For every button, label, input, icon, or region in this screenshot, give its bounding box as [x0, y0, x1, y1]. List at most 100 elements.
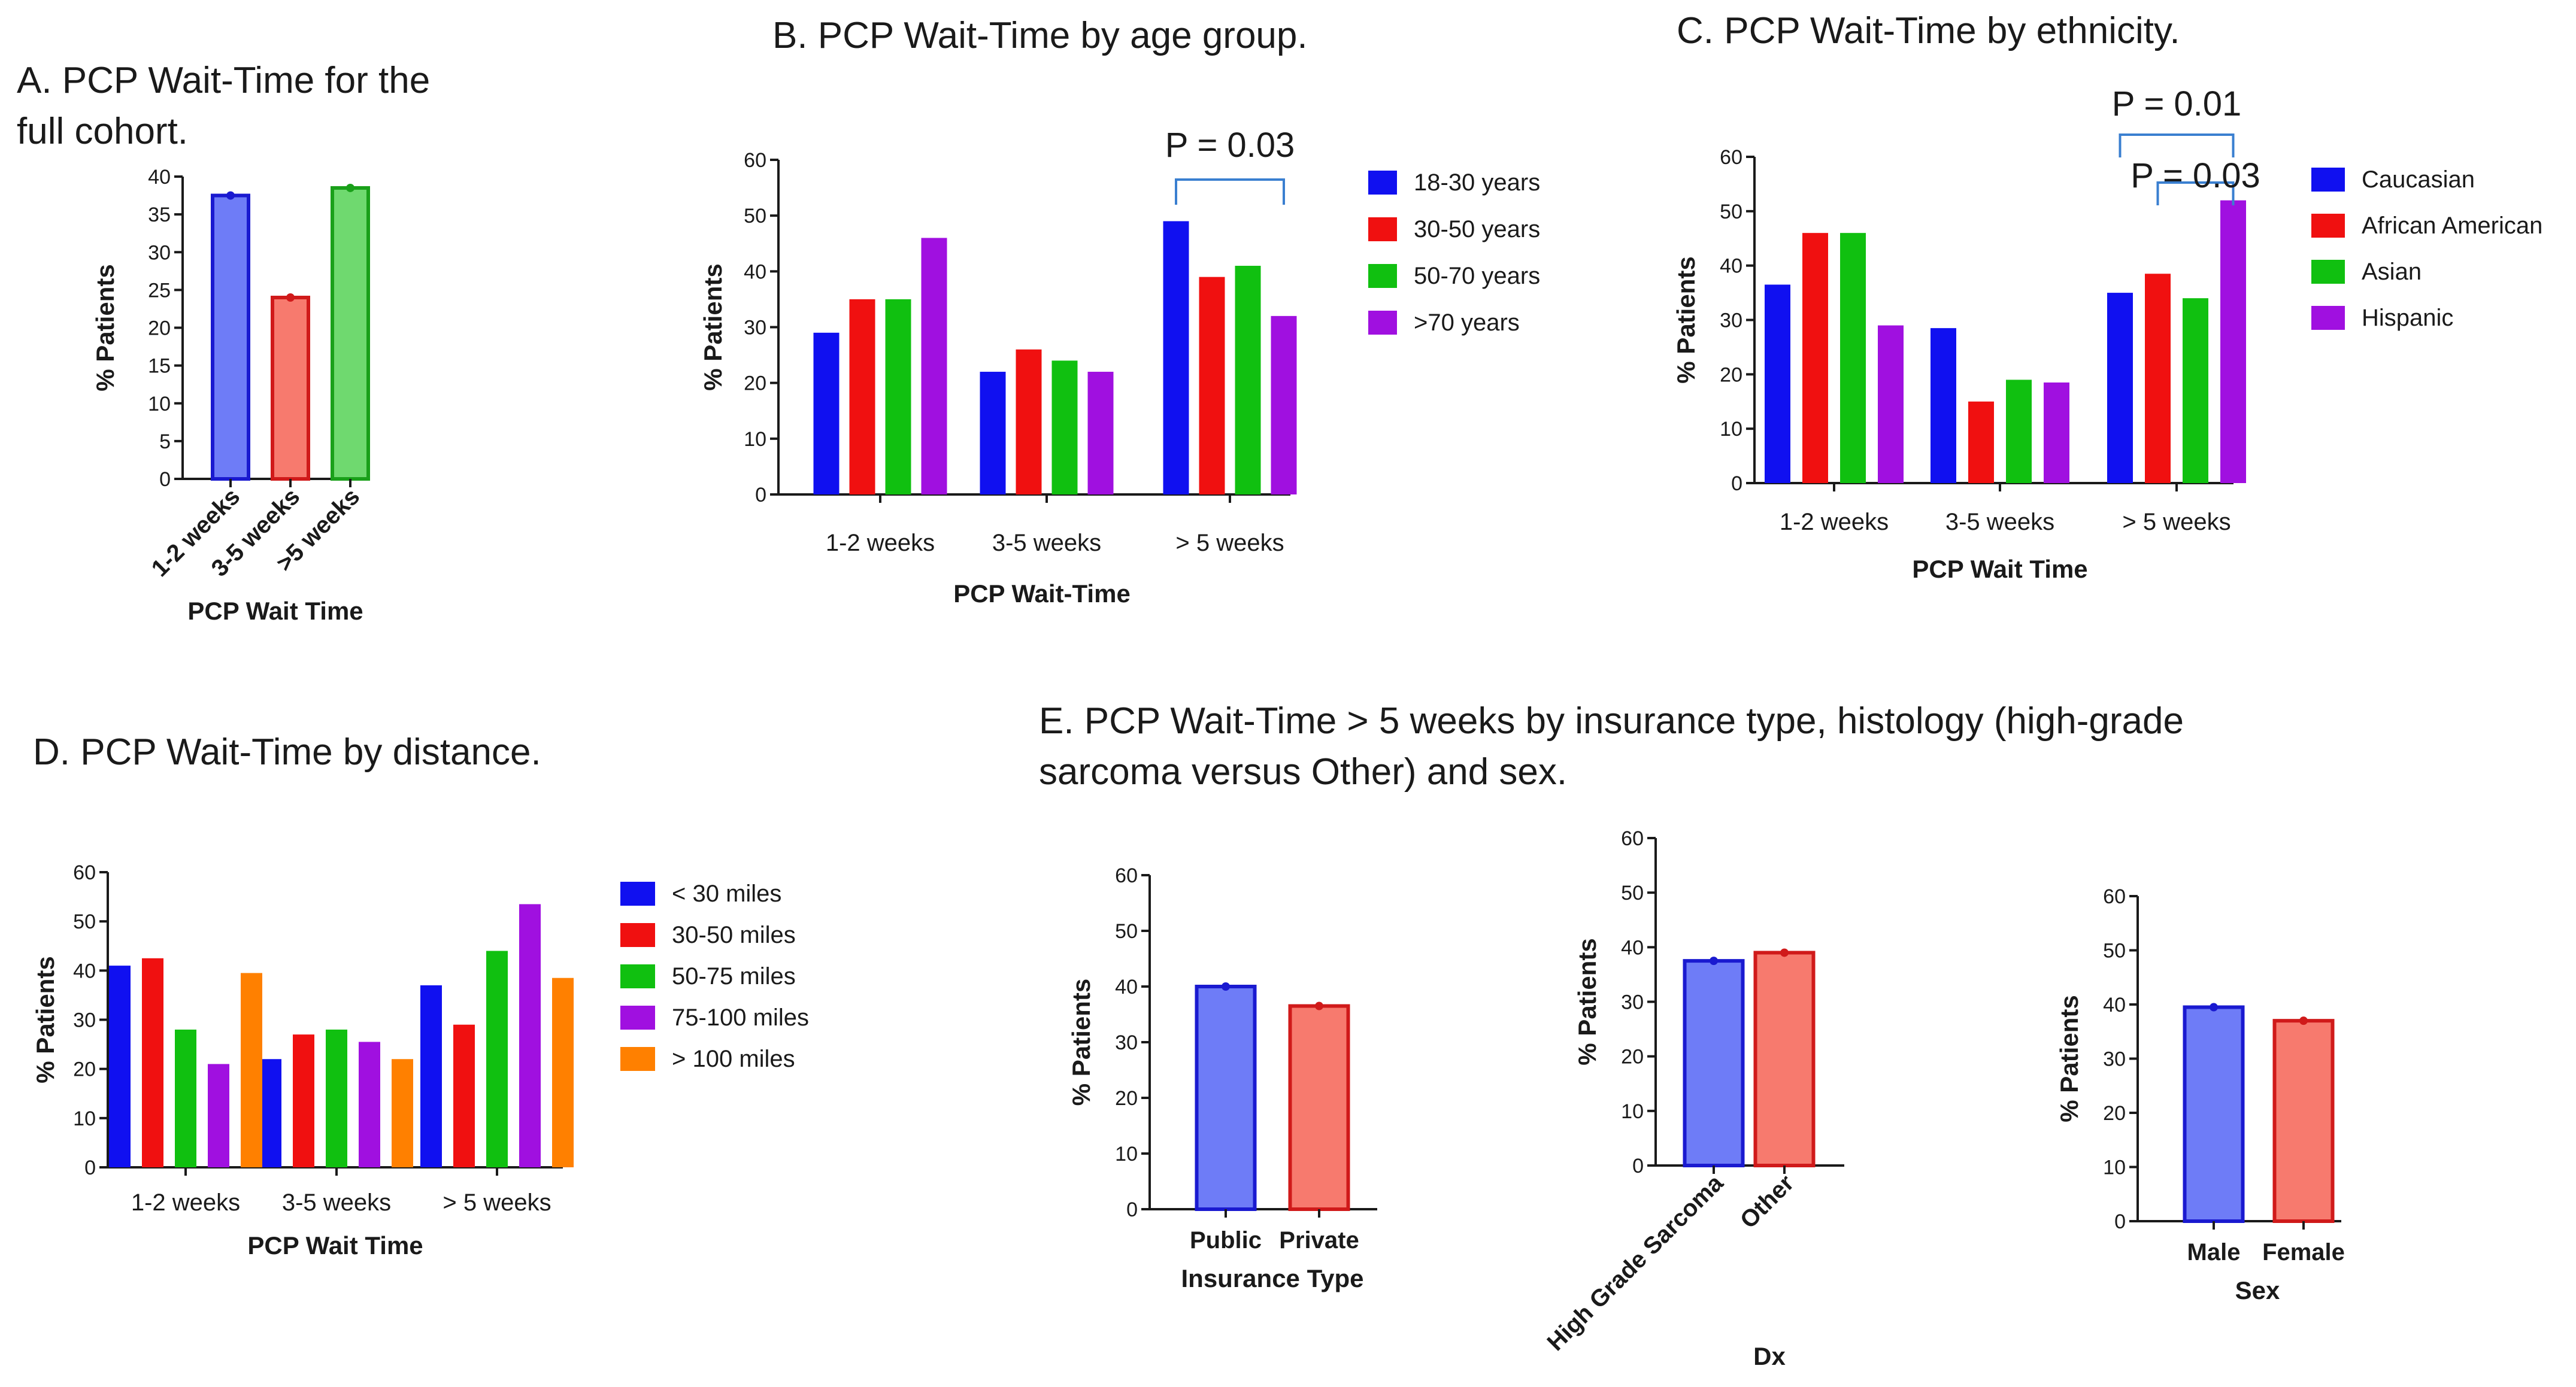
x-axis-label: Dx	[1753, 1342, 1786, 1370]
y-tick-label: 60	[1621, 827, 1644, 850]
legend-swatch	[1368, 217, 1397, 241]
y-tick-label: 50	[1621, 882, 1644, 905]
bar	[175, 1029, 196, 1167]
bar	[211, 193, 250, 481]
bar-mean-marker	[1710, 957, 1718, 966]
legend-label: > 100 miles	[672, 1046, 795, 1072]
bar	[2272, 1019, 2335, 1224]
x-tick-label: Female	[2262, 1239, 2345, 1265]
bar	[1195, 985, 1257, 1211]
x-axis-label: PCP Wait Time	[247, 1231, 423, 1259]
legend-swatch	[2311, 260, 2345, 284]
y-tick-label: 0	[1632, 1155, 1644, 1177]
bar	[359, 1042, 380, 1167]
y-tick-label: 60	[744, 149, 766, 172]
legend-swatch	[2311, 214, 2345, 238]
y-tick-label: 0	[1126, 1198, 1138, 1221]
y-tick-label: 0	[159, 468, 171, 491]
bar	[1753, 951, 1816, 1167]
bar	[1235, 266, 1261, 494]
bar	[260, 1059, 281, 1167]
legend-swatch	[620, 1006, 655, 1030]
bar	[486, 951, 508, 1167]
p-value-label: P = 0.03	[1165, 126, 1295, 165]
y-tick-label: 10	[2103, 1157, 2126, 1179]
p-value-label: P = 0.01	[2112, 84, 2242, 123]
x-tick-label: > 5 weeks	[1175, 530, 1284, 556]
x-tick-label: 3-5 weeks	[282, 1189, 391, 1216]
legend-label: Hispanic	[2362, 305, 2453, 331]
x-tick-label: > 5 weeks	[443, 1189, 551, 1216]
y-tick-label: 0	[755, 484, 766, 506]
x-axis-label: PCP Wait Time	[187, 597, 363, 625]
bar	[1288, 1004, 1350, 1212]
bar	[980, 372, 1006, 494]
y-tick-label: 5	[159, 430, 171, 453]
panel-b-title: B. PCP Wait-Time by age group.	[772, 15, 1308, 56]
bar	[109, 966, 131, 1167]
legend-label: Caucasian	[2362, 166, 2475, 193]
chart-e1: 0 10 20 30 40 50 60 % Patients Public Private Insu…	[1067, 864, 1377, 1292]
x-tick-label: 1-2 weeks	[826, 530, 935, 556]
bar	[392, 1059, 413, 1167]
y-tick-label: 50	[1720, 201, 1742, 223]
bar-mean-marker	[346, 183, 354, 192]
bar	[885, 299, 911, 494]
legend-label: African American	[2362, 213, 2542, 239]
x-axis-label: Sex	[2235, 1276, 2280, 1304]
legend-label: 30-50 years	[1414, 216, 1540, 242]
bar	[1931, 328, 1956, 483]
legend-label: 75-100 miles	[672, 1004, 809, 1031]
x-tick-label: Public	[1190, 1227, 1262, 1254]
bar-mean-marker	[2210, 1003, 2218, 1012]
bar	[293, 1034, 314, 1167]
bar	[2044, 382, 2069, 483]
legend-swatch	[1368, 171, 1397, 195]
y-tick-label: 0	[1731, 472, 1742, 495]
y-axis-label: % Patients	[91, 264, 119, 391]
significance-bracket	[1175, 178, 1285, 205]
bar	[2145, 274, 2171, 483]
y-tick-label: 35	[148, 204, 171, 226]
bar-mean-marker	[286, 293, 295, 302]
y-tick-label: 60	[2103, 885, 2126, 908]
panel-c-title: C. PCP Wait-Time by ethnicity.	[1677, 10, 2180, 51]
significance-bracket	[2119, 133, 2235, 157]
bar	[2220, 200, 2246, 483]
bar	[849, 299, 875, 494]
legend-label: 18-30 years	[1414, 169, 1540, 196]
x-axis-label: Insurance Type	[1181, 1264, 1364, 1292]
bar	[420, 985, 442, 1167]
bar	[142, 958, 163, 1167]
y-tick-label: 40	[2103, 994, 2126, 1016]
panel-e-title-line-2: sarcoma versus Other) and sex.	[1039, 751, 1567, 793]
y-tick-label: 30	[1720, 309, 1742, 332]
y-tick-label: 60	[1115, 864, 1138, 887]
bar	[1840, 233, 1866, 483]
y-tick-label: 40	[1115, 976, 1138, 998]
bar	[2183, 298, 2208, 483]
bar-mean-marker	[226, 191, 235, 200]
bar	[331, 186, 370, 481]
y-tick-label: 30	[148, 241, 171, 264]
legend-swatch	[620, 923, 655, 947]
significance-bracket	[2156, 181, 2235, 205]
legend-label: 50-75 miles	[672, 963, 796, 990]
y-tick-label: 10	[744, 428, 766, 451]
legend-swatch	[1368, 311, 1397, 335]
y-axis-label: % Patients	[699, 263, 727, 390]
bar	[1016, 349, 1042, 494]
bar-mean-marker	[2299, 1016, 2308, 1025]
y-tick-label: 25	[148, 279, 171, 302]
legend-swatch	[1368, 264, 1397, 288]
y-tick-label: 50	[2103, 940, 2126, 963]
y-axis-label: % Patients	[2055, 995, 2083, 1122]
y-tick-label: 50	[1115, 920, 1138, 943]
y-tick-label: 30	[744, 317, 766, 339]
bar	[1968, 401, 1994, 483]
panel-d-title: D. PCP Wait-Time by distance.	[33, 732, 541, 773]
bar-mean-marker	[1315, 1001, 1323, 1010]
x-tick-label: 3-5 weeks	[992, 530, 1101, 556]
y-tick-label: 40	[744, 260, 766, 283]
legend-label: Asian	[2362, 259, 2422, 285]
